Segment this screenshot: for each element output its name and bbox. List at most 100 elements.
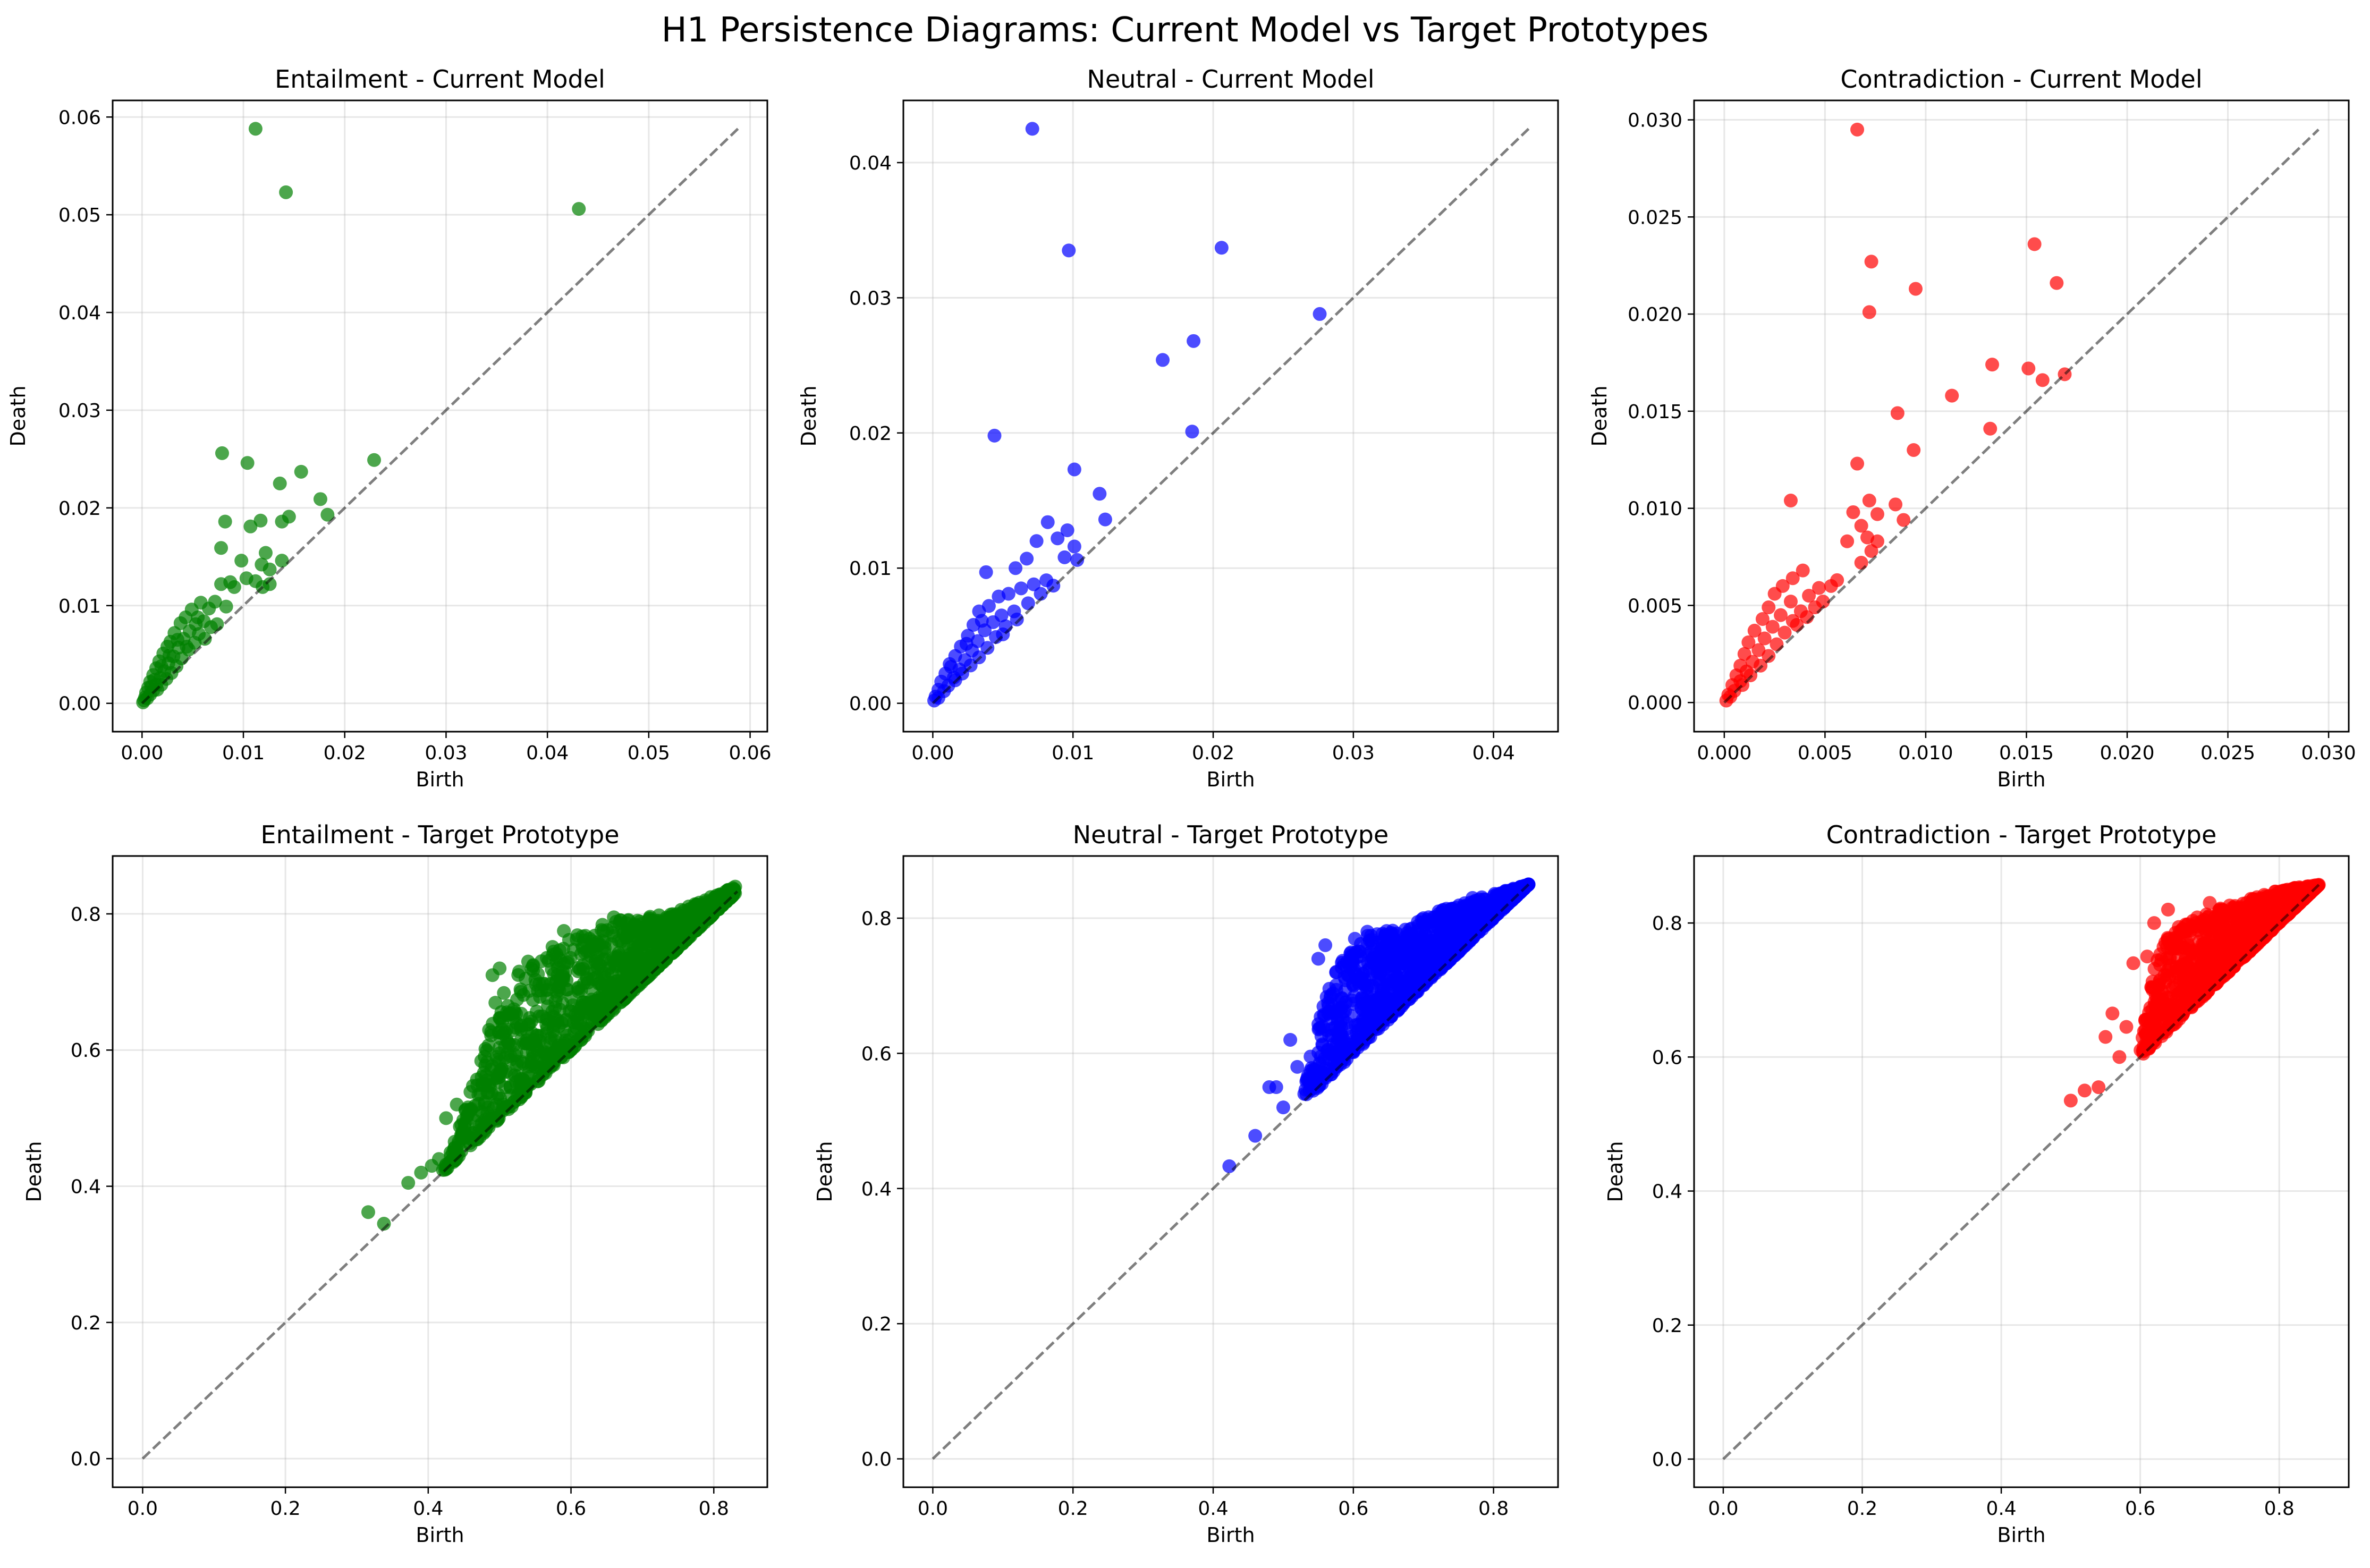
panel-3: 0.000 0.005 0.010 0.015 0.020 0.025 0.030 0.000…	[1588, 65, 2356, 791]
scatter-point	[162, 648, 176, 663]
scatter-point	[1386, 951, 1401, 965]
scatter-point	[478, 1097, 492, 1112]
scatter-point	[1027, 577, 1041, 591]
x-tick-label: 0.0	[1708, 1498, 1738, 1520]
axes-frame	[112, 99, 768, 733]
scatter-point	[1824, 579, 1838, 593]
y-tick-label: 0.02	[849, 423, 892, 445]
scatter-point	[1364, 994, 1378, 1008]
scatter-point	[503, 1038, 517, 1052]
scatter-point	[1359, 1022, 1373, 1036]
scatter-point	[1156, 353, 1170, 367]
panel-title: Contradiction - Target Prototype	[1826, 820, 2217, 849]
y-tick-label: 0.0	[1652, 1449, 1682, 1471]
scatter-point	[1029, 534, 1044, 548]
x-tick-label: 0.00	[911, 742, 954, 764]
x-tick-label: 0.03	[425, 742, 467, 764]
x-tick-label: 0.01	[222, 742, 265, 764]
scatter-point	[560, 982, 574, 997]
y-tick-label: 0.2	[861, 1313, 892, 1335]
diagonal-line	[1723, 129, 2320, 704]
scatter-point	[1318, 938, 1333, 952]
x-tick-label: 0.04	[1472, 742, 1515, 764]
y-tick-label: 0.015	[1628, 401, 1682, 423]
scatter-point	[1751, 643, 1766, 657]
scatter-point	[1452, 930, 1467, 944]
scatter-point	[1093, 487, 1107, 501]
scatter-point	[1741, 635, 1756, 649]
scatter-point	[2198, 935, 2212, 950]
scatter-point	[707, 896, 721, 911]
scatter-point	[615, 968, 629, 982]
scatter-point	[1785, 571, 1800, 586]
scatter-point	[2112, 1050, 2127, 1064]
scatter-point	[2176, 940, 2190, 954]
scatter-point	[275, 554, 289, 568]
scatter-point	[1067, 462, 1081, 477]
scatter-point	[2145, 1003, 2160, 1017]
scatter-point	[527, 1048, 541, 1063]
scatter-point	[1378, 939, 1393, 954]
y-tick-label: 0.8	[1652, 913, 1682, 935]
scatter-point	[1340, 1022, 1354, 1036]
scatter-point	[494, 1005, 509, 1019]
y-axis-label: Death	[813, 1141, 836, 1202]
y-tick-label: 0.04	[849, 152, 892, 174]
y-axis-label: Death	[797, 386, 820, 447]
scatter-point	[1417, 969, 1431, 983]
y-tick-label: 0.025	[1628, 207, 1682, 228]
scatter-point	[1466, 891, 1480, 905]
scatter-point	[1057, 550, 1072, 564]
scatter-point	[591, 938, 605, 952]
scatter-point	[1347, 989, 1361, 1004]
x-tick-label: 0.6	[1338, 1498, 1368, 1520]
scatter-point	[1439, 902, 1453, 916]
scatter-point	[1802, 589, 1816, 603]
x-tick-label: 0.025	[2200, 742, 2255, 764]
scatter-point	[1433, 932, 1447, 946]
scatter-point	[2161, 931, 2175, 945]
scatter-points	[2063, 878, 2326, 1108]
scatter-point	[313, 492, 327, 506]
scatter-point	[600, 923, 614, 937]
scatter-point	[450, 1097, 464, 1112]
scatter-point	[1907, 443, 1921, 457]
x-tick-label: 0.2	[1058, 1498, 1088, 1520]
y-tick-label: 0.05	[58, 205, 101, 226]
y-tick-label: 0.0	[71, 1448, 101, 1470]
x-tick-label: 0.4	[413, 1498, 443, 1520]
grid	[113, 100, 767, 732]
x-tick-label: 0.010	[1898, 742, 1953, 764]
scatter-point	[578, 929, 592, 943]
scatter-point	[1870, 507, 1884, 521]
scatter-point	[1269, 1080, 1283, 1095]
scatter-point	[198, 632, 212, 646]
x-tick-label: 0.030	[2301, 742, 2356, 764]
scatter-point	[534, 954, 548, 969]
scatter-point	[2035, 373, 2050, 387]
scatter-point	[975, 614, 989, 628]
scatter-point	[2154, 952, 2169, 967]
axes-frame	[1693, 99, 2350, 733]
scatter-point	[497, 986, 511, 1000]
scatter-point	[2140, 950, 2154, 964]
scatter-point	[1783, 595, 1798, 609]
x-axis-label: Birth	[416, 768, 464, 791]
y-tick-label: 0.005	[1628, 595, 1682, 617]
scatter-point	[1098, 512, 1112, 527]
scatter-point	[2160, 964, 2174, 978]
x-tick-label: 0.015	[1999, 742, 2054, 764]
diagonal-line	[932, 883, 1530, 1460]
scatter-point	[1862, 494, 1876, 508]
y-tick-label: 0.020	[1628, 304, 1682, 326]
y-tick-label: 0.00	[58, 693, 101, 715]
scatter-point	[263, 562, 277, 577]
scatter-point	[1890, 406, 1905, 420]
x-tick-label: 0.000	[1697, 742, 1751, 764]
scatter-point	[367, 453, 382, 467]
scatter-point	[202, 601, 216, 616]
scatter-point	[1983, 421, 1997, 436]
scatter-point	[944, 659, 958, 674]
x-tick-label: 0.2	[1847, 1498, 1877, 1520]
